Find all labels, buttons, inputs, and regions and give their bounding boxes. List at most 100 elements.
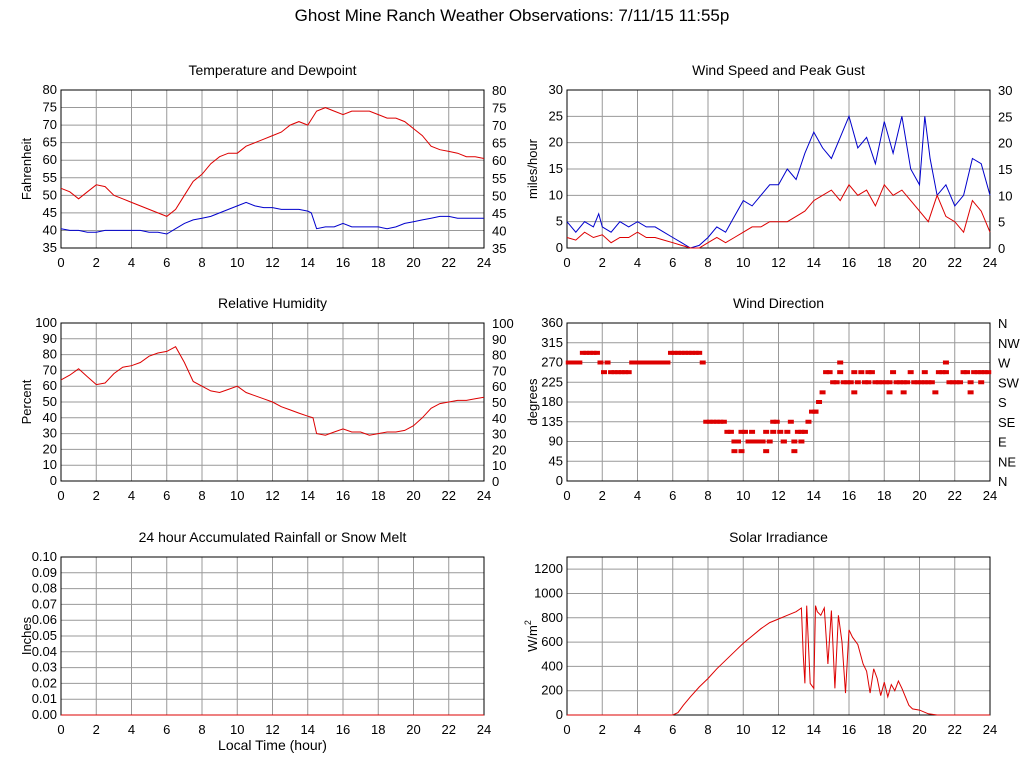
x-tick-label: 4 xyxy=(128,255,135,270)
right-tick-label: 70 xyxy=(492,118,506,133)
x-tick-label: 8 xyxy=(704,722,711,737)
data-point xyxy=(780,439,787,444)
y-axis-label: degrees xyxy=(525,378,540,425)
data-point xyxy=(865,370,872,375)
y-tick-label: 20 xyxy=(43,441,57,456)
data-point xyxy=(907,370,914,375)
x-axis-label: Local Time (hour) xyxy=(218,737,327,753)
y-tick-label: 0.03 xyxy=(32,660,57,675)
x-tick-label: 24 xyxy=(983,488,997,503)
right-tick-label: 0 xyxy=(998,241,1005,256)
x-tick-label: 14 xyxy=(301,722,315,737)
y-tick-label: 80 xyxy=(43,82,57,97)
x-tick-label: 6 xyxy=(163,488,170,503)
data-point xyxy=(851,370,858,375)
data-point xyxy=(675,350,682,355)
data-point xyxy=(745,439,752,444)
data-point xyxy=(935,370,942,375)
right-tick-label: 40 xyxy=(492,411,506,426)
data-point xyxy=(710,419,717,424)
data-point xyxy=(819,390,826,395)
data-point xyxy=(854,380,861,385)
data-point xyxy=(967,390,974,395)
data-point xyxy=(703,419,710,424)
y-axis-label: W/m2 xyxy=(523,620,540,652)
y-axis-label: miles/hour xyxy=(525,138,540,199)
y-tick-label: 90 xyxy=(549,434,563,449)
x-tick-label: 6 xyxy=(163,722,170,737)
x-tick-label: 8 xyxy=(198,255,205,270)
y-tick-label: 25 xyxy=(549,108,563,123)
y-tick-label: 100 xyxy=(35,315,57,330)
x-tick-label: 24 xyxy=(983,255,997,270)
right-tick-label: 10 xyxy=(492,458,506,473)
data-point xyxy=(879,380,886,385)
data-point xyxy=(660,360,667,365)
data-point xyxy=(667,350,674,355)
y-tick-label: 50 xyxy=(43,394,57,409)
data-point xyxy=(749,429,756,434)
x-tick-label: 8 xyxy=(704,488,711,503)
y-tick-label: 200 xyxy=(541,683,563,698)
data-point xyxy=(833,380,840,385)
y-tick-label: 1000 xyxy=(534,585,563,600)
chart-title: 24 hour Accumulated Rainfall or Snow Mel… xyxy=(139,529,407,545)
data-point xyxy=(569,360,576,365)
data-point xyxy=(597,360,604,365)
data-point xyxy=(844,380,851,385)
chart-title: Temperature and Dewpoint xyxy=(188,62,356,78)
data-point xyxy=(794,429,801,434)
data-point xyxy=(928,380,935,385)
data-point xyxy=(953,380,960,385)
y-tick-label: 0.00 xyxy=(32,707,57,722)
right-tick-label: 20 xyxy=(492,442,506,457)
y-tick-label: 0.10 xyxy=(32,549,57,564)
data-point xyxy=(759,439,766,444)
data-point xyxy=(692,350,699,355)
data-point xyxy=(639,360,646,365)
data-point xyxy=(861,380,868,385)
plot-frame xyxy=(60,89,485,249)
x-tick-label: 10 xyxy=(230,488,244,503)
data-point xyxy=(756,439,763,444)
data-point xyxy=(615,370,622,375)
y-tick-label: 10 xyxy=(43,457,57,472)
y-tick-label: 50 xyxy=(43,187,57,202)
y-tick-label: 30 xyxy=(549,82,563,97)
right-tick-label: 80 xyxy=(492,348,506,363)
x-tick-label: 6 xyxy=(163,255,170,270)
data-point xyxy=(777,429,784,434)
data-point xyxy=(837,370,844,375)
y-tick-label: 0.08 xyxy=(32,581,57,596)
x-tick-label: 16 xyxy=(842,488,856,503)
x-tick-label: 14 xyxy=(807,255,821,270)
data-point xyxy=(773,419,780,424)
x-tick-label: 12 xyxy=(265,488,279,503)
x-tick-label: 0 xyxy=(563,255,570,270)
right-tick-label: 100 xyxy=(492,316,514,331)
data-point xyxy=(629,360,636,365)
data-point xyxy=(957,380,964,385)
data-point xyxy=(727,429,734,434)
data-point xyxy=(734,439,741,444)
data-point xyxy=(643,360,650,365)
data-point xyxy=(699,360,706,365)
right-tick-label: 40 xyxy=(492,223,506,238)
x-tick-label: 22 xyxy=(948,722,962,737)
y-tick-label: 70 xyxy=(43,362,57,377)
data-point xyxy=(808,409,815,414)
x-tick-label: 10 xyxy=(230,255,244,270)
x-tick-label: 14 xyxy=(807,722,821,737)
x-tick-label: 6 xyxy=(669,255,676,270)
x-tick-label: 22 xyxy=(442,722,456,737)
y-tick-label: 0 xyxy=(50,473,57,488)
data-point xyxy=(847,380,854,385)
right-tick-label: 10 xyxy=(998,188,1012,203)
page-title: Ghost Mine Ranch Weather Observations: 7… xyxy=(294,6,730,25)
y-tick-label: 65 xyxy=(43,135,57,150)
rainfall-chart: 24 hour Accumulated Rainfall or Snow Mel… xyxy=(19,529,491,753)
data-point xyxy=(586,350,593,355)
data-point xyxy=(731,439,738,444)
